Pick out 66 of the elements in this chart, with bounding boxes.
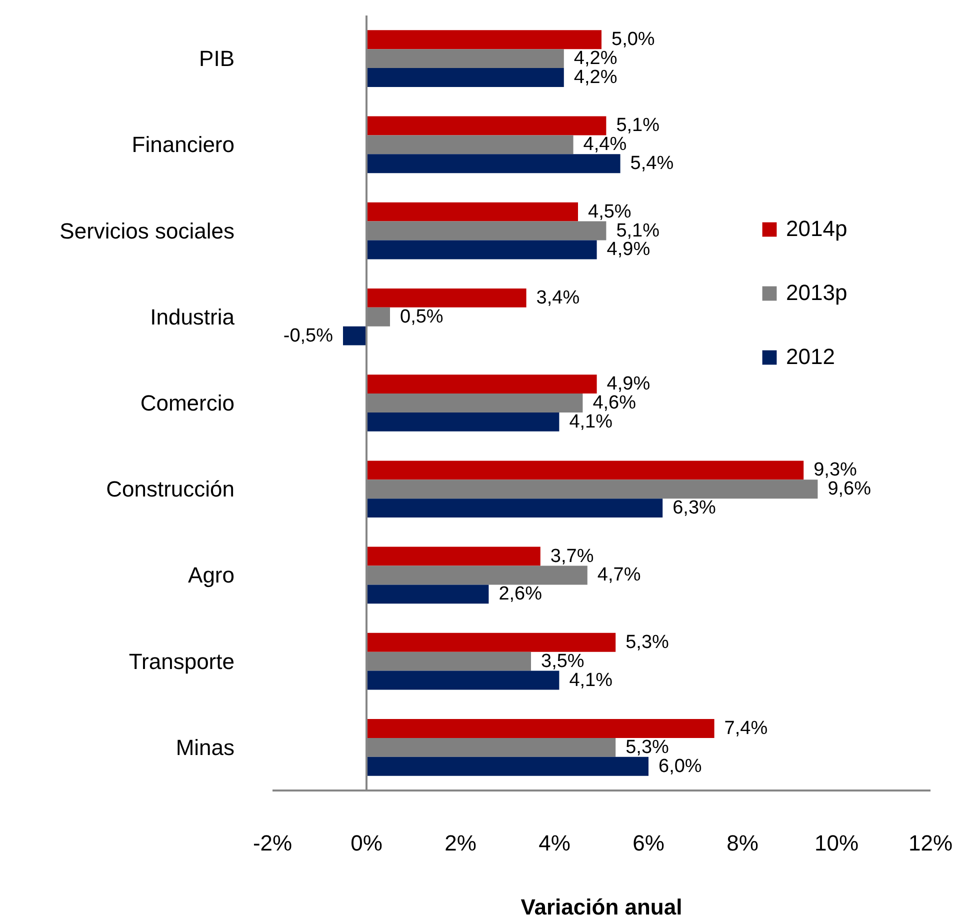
y-tick-label: Agro (188, 562, 235, 588)
bar (366, 584, 489, 604)
data-label: 9,3% (814, 460, 858, 481)
data-label: 5,1% (616, 115, 660, 136)
data-label: 4,7% (597, 564, 641, 586)
data-label: 2,6% (498, 584, 542, 605)
bar (366, 240, 597, 260)
bar (366, 460, 804, 480)
x-tick-label: 10% (814, 830, 859, 856)
x-tick-label: 2% (444, 830, 476, 856)
data-label: 5,4% (630, 153, 674, 174)
x-tick-label: 6% (632, 830, 664, 856)
data-label: 6,3% (672, 498, 716, 519)
data-label: 9,6% (828, 478, 872, 500)
x-tick-label: -2% (252, 830, 292, 856)
data-label: 5,3% (626, 736, 670, 758)
x-tick-label: 0% (350, 830, 382, 856)
bar (366, 374, 597, 394)
data-label: 4,2% (574, 48, 618, 70)
data-label: 4,6% (592, 392, 636, 414)
x-axis-title: Variación anual (520, 894, 682, 920)
data-label: 3,4% (536, 287, 580, 308)
bar (366, 68, 564, 87)
bar (366, 498, 663, 518)
y-tick-label: PIB (199, 46, 235, 72)
y-tick-label: Transporte (128, 648, 235, 674)
y-tick-label: Industria (150, 304, 236, 330)
data-label: 5,3% (626, 632, 670, 653)
y-tick-label: Construcción (106, 476, 234, 502)
bar (366, 756, 648, 776)
bar (366, 670, 560, 690)
y-tick-label: Comercio (140, 390, 235, 416)
data-label: 3,5% (541, 650, 584, 672)
data-label: 5,1% (616, 220, 660, 242)
data-label: 4,1% (569, 411, 613, 432)
x-tick-label: 4% (538, 830, 570, 856)
bar (366, 202, 578, 222)
bar (366, 288, 526, 308)
data-label: 3,7% (550, 546, 594, 567)
data-label: -0,5% (283, 325, 334, 346)
data-label: 4,9% (606, 239, 650, 260)
data-label: 5,0% (612, 29, 655, 50)
bar (366, 546, 540, 566)
x-tick-label: 12% (908, 830, 953, 856)
data-label: 4,9% (606, 374, 650, 395)
data-label: 4,1% (569, 670, 613, 691)
bar (366, 154, 620, 174)
data-label: 7,4% (724, 718, 768, 739)
y-tick-label: Minas (176, 734, 235, 760)
bar (366, 30, 602, 50)
data-label: 4,2% (574, 67, 618, 88)
bar (366, 632, 616, 652)
legend-label: 2012 (786, 344, 835, 370)
bar (366, 116, 606, 136)
y-tick-label: Servicios sociales (60, 218, 235, 244)
bar (343, 326, 366, 346)
legend-label: 2013p (786, 280, 848, 306)
data-label: 6,0% (658, 756, 702, 777)
bar (366, 412, 560, 432)
data-label: 4,4% (583, 134, 627, 156)
legend-label: 2014p (786, 216, 848, 242)
y-tick-label: Financiero (132, 132, 234, 158)
data-label: 0,5% (400, 306, 444, 328)
data-label: 4,5% (588, 201, 632, 222)
x-tick-label: 8% (726, 830, 758, 856)
bar (366, 719, 714, 738)
